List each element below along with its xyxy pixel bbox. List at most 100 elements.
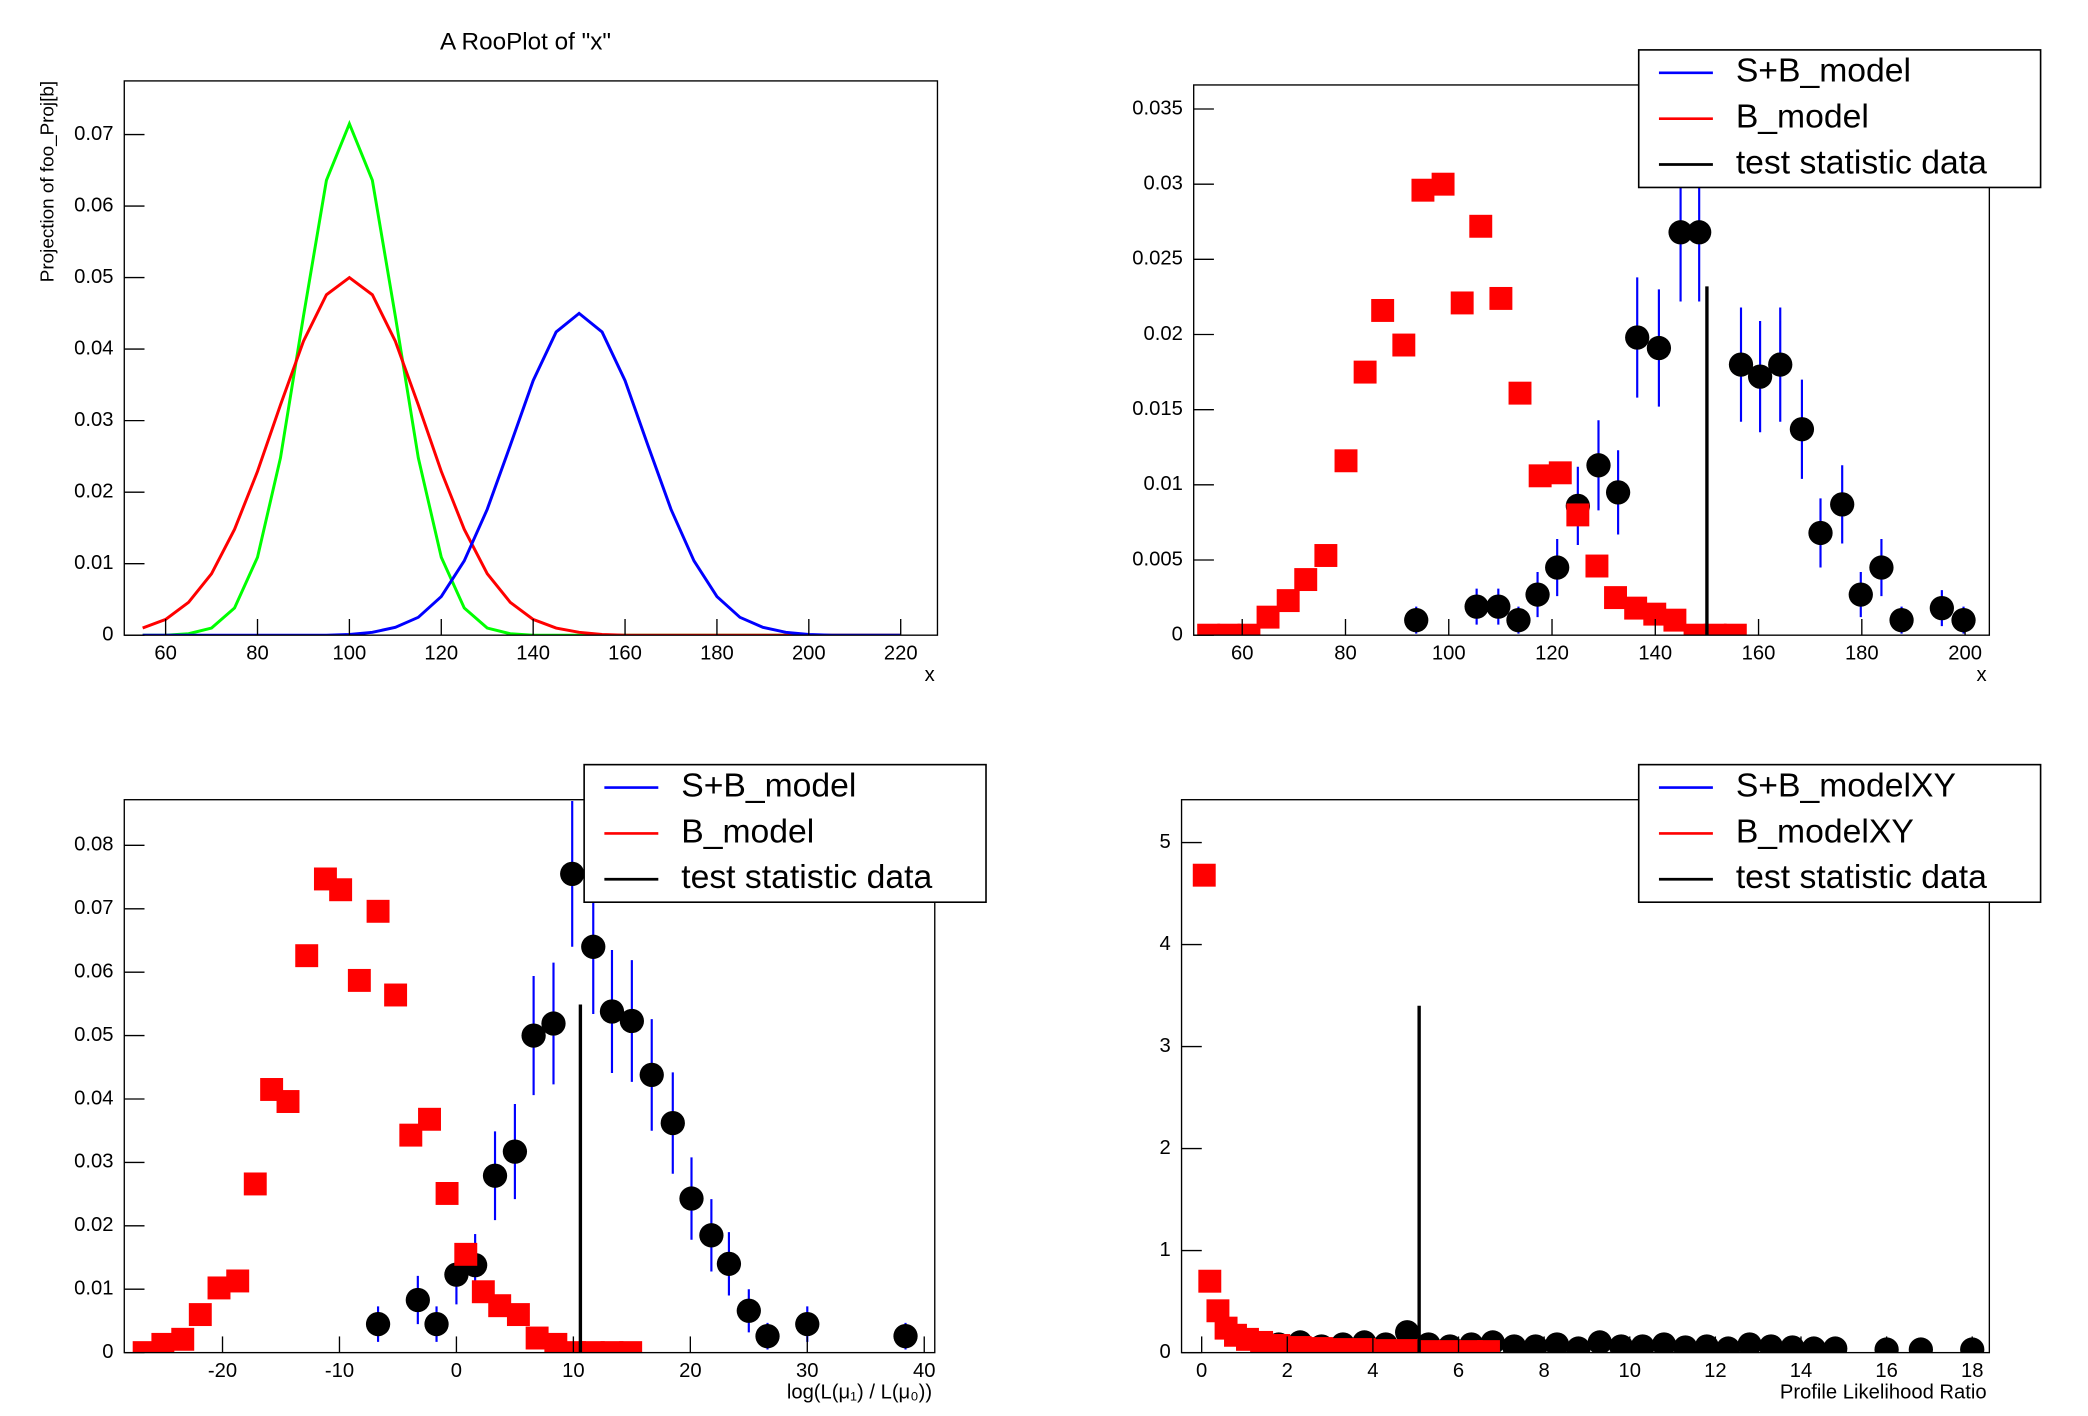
- x-tick-label: 180: [1845, 642, 1879, 664]
- y-tick-label: 1: [1160, 1239, 1171, 1261]
- y-tick-label: 0: [1172, 624, 1183, 646]
- point: [1395, 1339, 1419, 1353]
- point: [1404, 608, 1429, 633]
- x-tick-label: 14: [1790, 1360, 1813, 1382]
- panel: 0 0.01 0.02 0.03 0.04 0.05 0.06 0.07 0.08 -20 -10 0…: [74, 763, 987, 1403]
- point: [893, 1323, 918, 1349]
- y-tick-label: 0.06: [74, 961, 113, 983]
- legend-label: B_model: [681, 812, 814, 850]
- point: [1728, 352, 1754, 377]
- y-tick-label: 0.005: [1132, 548, 1183, 570]
- point: [1609, 1334, 1634, 1353]
- point: [1464, 594, 1489, 619]
- point: [1353, 360, 1377, 384]
- point: [435, 1182, 459, 1205]
- x-tick-label: 4: [1367, 1360, 1378, 1382]
- point: [525, 1326, 549, 1350]
- legend-label: S+B_model: [681, 766, 856, 804]
- point: [1951, 608, 1976, 633]
- point: [1206, 1299, 1230, 1323]
- point: [1663, 608, 1687, 632]
- x-tick-label: -20: [208, 1360, 237, 1382]
- legend-label: test statistic data: [1736, 858, 1987, 896]
- y-tick-label: 0: [102, 624, 113, 646]
- point: [1352, 1338, 1376, 1353]
- x-tick-label: 160: [608, 642, 642, 664]
- y-tick-label: 0.04: [74, 1087, 113, 1109]
- point: [679, 1186, 704, 1211]
- point: [171, 1327, 195, 1351]
- point: [384, 983, 408, 1007]
- y-tick-label: 3: [1160, 1035, 1171, 1057]
- point: [226, 1269, 250, 1293]
- point: [1808, 520, 1833, 546]
- x-tick-label: 100: [333, 642, 367, 664]
- point: [1683, 623, 1707, 636]
- point: [454, 1242, 478, 1266]
- x-tick-label: 6: [1453, 1360, 1464, 1382]
- y-tick-label: 0.05: [74, 1024, 113, 1046]
- point: [1929, 595, 1954, 621]
- point: [1625, 325, 1650, 350]
- point: [295, 944, 319, 968]
- x-tick-label: 140: [1638, 642, 1672, 664]
- point: [1801, 1336, 1826, 1353]
- y-tick-label: 0.01: [74, 1278, 113, 1300]
- x-tick-label: 60: [1231, 642, 1254, 664]
- point: [151, 1332, 175, 1353]
- point: [405, 1287, 430, 1313]
- y-axis-label: Projection of foo_Proj[b]: [37, 81, 59, 282]
- point: [482, 1163, 508, 1188]
- point: [1294, 568, 1318, 592]
- point: [1217, 623, 1241, 636]
- point: [1374, 1339, 1398, 1353]
- point: [795, 1311, 820, 1337]
- frame: [1193, 84, 1991, 636]
- point: [1823, 1336, 1848, 1353]
- x-tick-label: 8: [1539, 1360, 1550, 1382]
- plot-area: [1192, 863, 1985, 1353]
- legend-label: S+B_modelXY: [1736, 766, 1956, 804]
- point: [1566, 1336, 1591, 1353]
- frame: [123, 80, 939, 636]
- point: [1566, 503, 1590, 527]
- y-tick-label: 2: [1160, 1137, 1171, 1159]
- point: [1869, 555, 1894, 580]
- y-tick-label: 0.02: [1144, 323, 1183, 345]
- x-axis-label: Profile Likelihood Ratio: [1780, 1381, 1987, 1403]
- x-tick-label: 0: [1196, 1360, 1207, 1382]
- point: [1737, 1332, 1762, 1353]
- x-tick-label: 120: [1535, 642, 1569, 664]
- y-tick-label: 0: [1160, 1341, 1171, 1363]
- point: [1908, 1337, 1933, 1353]
- x-tick-label: 200: [792, 642, 826, 664]
- x-tick-label: 180: [700, 642, 734, 664]
- point: [1192, 863, 1216, 887]
- point: [1371, 298, 1395, 322]
- x-tick-label: 220: [884, 642, 918, 664]
- point: [716, 1251, 742, 1276]
- point: [1830, 492, 1855, 517]
- point: [581, 1341, 605, 1353]
- point: [1256, 605, 1280, 629]
- point: [1486, 594, 1511, 619]
- point: [1585, 554, 1609, 578]
- x-tick-label: -10: [325, 1360, 354, 1382]
- panel: 0 0.005 0.01 0.015 0.02 0.025 0.03 0.035 60 80 100…: [1132, 49, 2042, 686]
- point: [600, 1341, 624, 1353]
- x-tick-label: 12: [1704, 1360, 1727, 1382]
- point: [1605, 480, 1631, 505]
- x-tick-label: 100: [1432, 642, 1466, 664]
- x-tick-label: 0: [451, 1360, 462, 1382]
- x-tick-label: 120: [424, 642, 458, 664]
- point: [1586, 453, 1611, 478]
- point: [329, 878, 353, 902]
- point: [581, 934, 606, 959]
- point: [1237, 623, 1261, 636]
- legend-label: test statistic data: [1736, 143, 1987, 181]
- panel: 0 0.01 0.02 0.03 0.04 0.05 0.06 0.07 60 80 100 120 1…: [37, 29, 939, 686]
- point: [502, 1139, 528, 1164]
- point: [366, 899, 390, 923]
